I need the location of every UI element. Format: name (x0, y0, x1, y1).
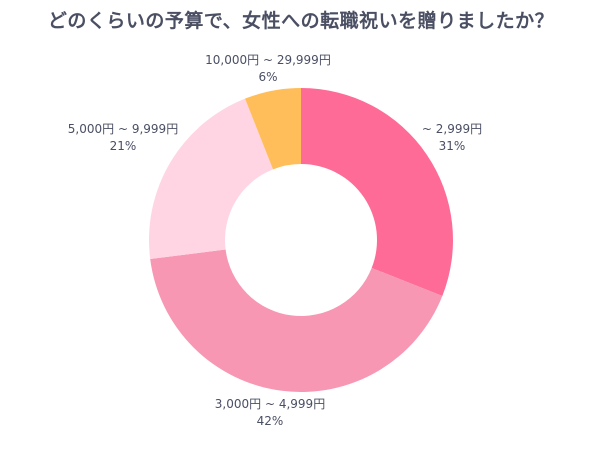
slice-category-label: 10,000円 ~ 29,999円 (205, 53, 331, 67)
donut-slice-4 (245, 88, 301, 170)
donut-slices (149, 88, 453, 392)
donut-slice-2 (150, 249, 443, 392)
donut-slice-3 (149, 98, 274, 260)
slice-value-label: 6% (258, 70, 277, 84)
slice-value-label: 31% (439, 139, 466, 153)
slice-value-label: 21% (110, 139, 137, 153)
slice-category-label: 3,000円 ~ 4,999円 (215, 397, 325, 411)
slice-value-label: 42% (257, 414, 284, 428)
slice-category-label: 5,000円 ~ 9,999円 (68, 122, 178, 136)
slice-labels: ~ 2,999円 31% 3,000円 ~ 4,999円 42% 5,000円 ~ 9,… (68, 53, 482, 428)
slice-category-label: ~ 2,999円 (422, 122, 482, 136)
chart-title: どのくらいの予算で、女性への転職祝いを贈りましたか？ (47, 10, 555, 32)
donut-slice-1 (301, 88, 453, 296)
